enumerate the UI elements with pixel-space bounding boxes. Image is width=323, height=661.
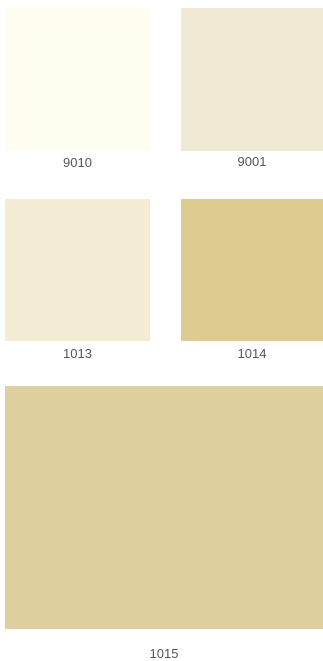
color-code-label-1015: 1015 xyxy=(149,646,179,661)
color-code-label-9010: 9010 xyxy=(63,155,92,170)
color-swatch-9001[interactable] xyxy=(181,8,323,151)
color-swatch-1013[interactable] xyxy=(5,199,150,341)
color-swatch-1015[interactable] xyxy=(5,386,323,629)
color-swatch-9010[interactable] xyxy=(5,8,150,150)
color-code-label-1014: 1014 xyxy=(237,346,267,361)
color-swatch-1014[interactable] xyxy=(181,199,323,341)
color-code-label-9001: 9001 xyxy=(237,154,267,169)
color-code-label-1013: 1013 xyxy=(63,346,92,361)
